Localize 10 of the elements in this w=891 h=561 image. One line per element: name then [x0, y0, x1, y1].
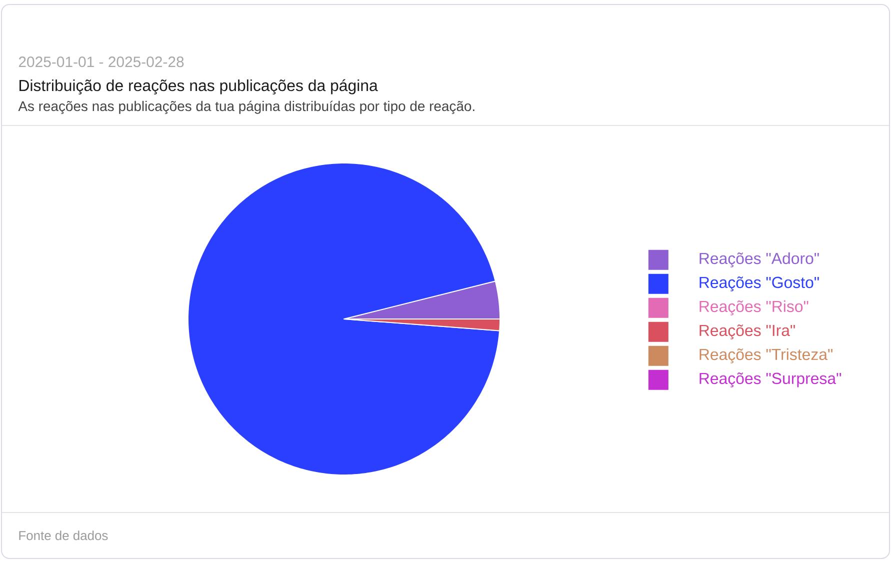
chart-title: Distribuição de reações nas publicações da página	[20, 79, 378, 94]
text: 2025-01-01 - 2025-02-28	[18, 56, 184, 68]
chart-subtitle: As reações nas publicações da tua página distribuídas por tipo de reação.	[18, 100, 474, 114]
legend-label: Reações "Ira"	[700, 324, 795, 340]
legend-label: Reações "Surpresa"	[700, 372, 842, 388]
legend-label: Reações "Gosto"	[700, 276, 819, 292]
source-note: Fonte de dados	[19, 530, 108, 540]
legend-label: Reações "Tristeza"	[700, 348, 832, 364]
legend-label: Reações "Adoro"	[700, 252, 819, 268]
legend-label: Reações "Riso"	[700, 300, 808, 316]
